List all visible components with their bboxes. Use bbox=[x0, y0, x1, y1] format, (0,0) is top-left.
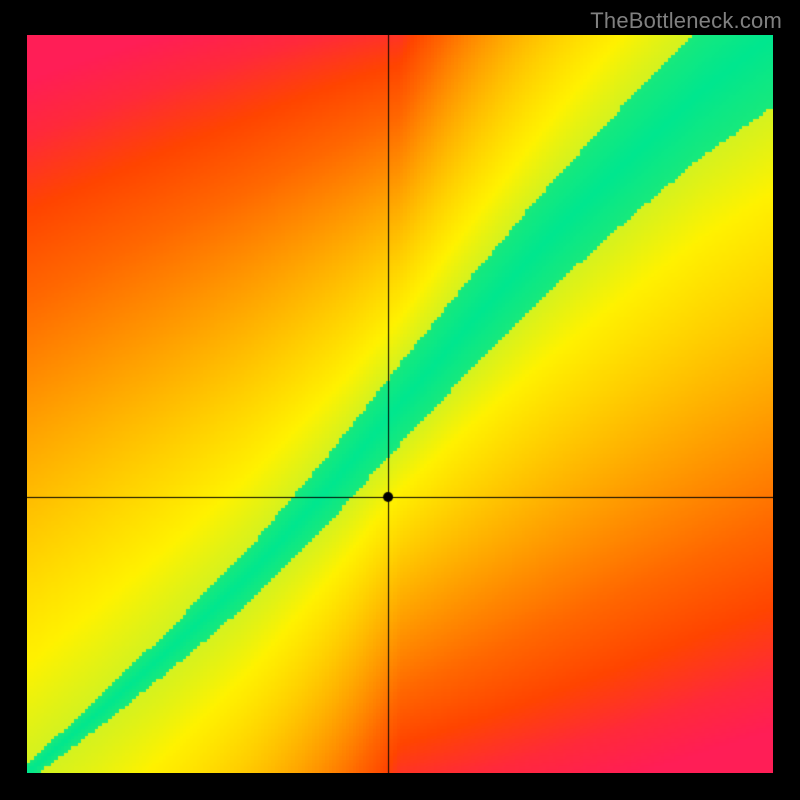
heatmap-canvas bbox=[27, 35, 773, 773]
watermark-text: TheBottleneck.com bbox=[590, 8, 782, 34]
bottleneck-heatmap bbox=[27, 35, 773, 773]
page-root: TheBottleneck.com bbox=[0, 0, 800, 800]
